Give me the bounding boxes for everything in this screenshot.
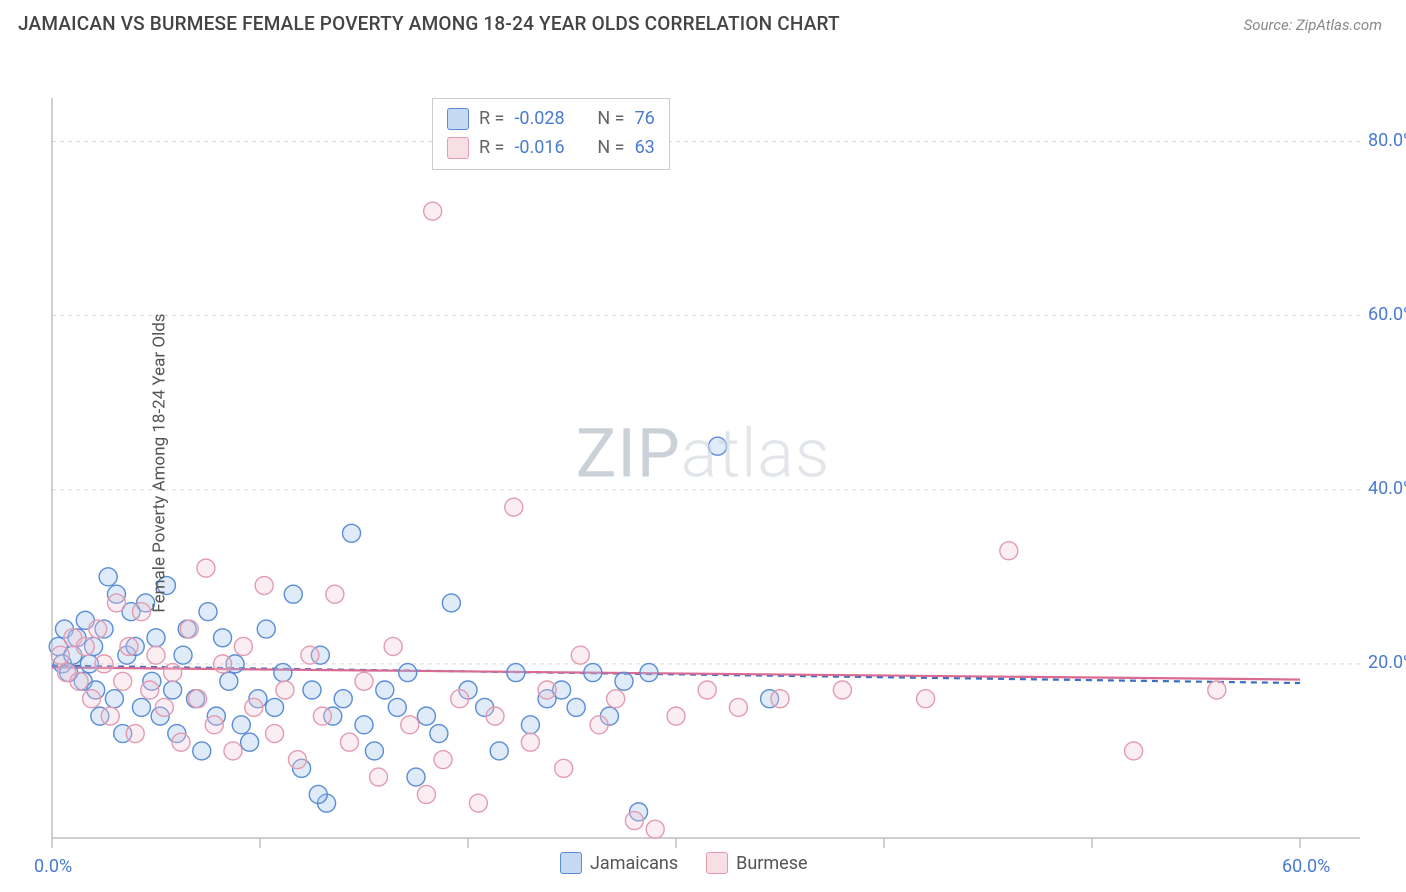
legend-correlation-row: R = -0.016 N = 63 xyxy=(447,134,655,163)
legend-r-value: -0.028 xyxy=(514,105,578,134)
legend-n-value: 76 xyxy=(635,105,655,134)
y-tick-label: 40.0% xyxy=(1368,478,1406,499)
source-label: Source: ZipAtlas.com xyxy=(1244,16,1382,34)
chart-header: JAMAICAN VS BURMESE FEMALE POVERTY AMONG… xyxy=(0,0,1406,43)
legend-series-item: Jamaicans xyxy=(560,852,678,874)
y-tick-label: 20.0% xyxy=(1368,652,1406,673)
y-tick-label: 60.0% xyxy=(1368,304,1406,325)
scatter-plot-svg xyxy=(0,43,1406,883)
chart-title: JAMAICAN VS BURMESE FEMALE POVERTY AMONG… xyxy=(18,12,840,35)
legend-n-value: 63 xyxy=(635,134,655,163)
legend-correlation-box: R = -0.028 N = 76 R = -0.016 N = 63 xyxy=(432,98,670,170)
y-tick-label: 80.0% xyxy=(1368,130,1406,151)
legend-series-item: Burmese xyxy=(706,852,807,874)
legend-swatch xyxy=(447,108,469,130)
legend-swatch xyxy=(560,852,582,874)
legend-swatch xyxy=(706,852,728,874)
legend-n-label: N = xyxy=(588,134,624,163)
legend-series-label: Jamaicans xyxy=(590,853,678,874)
chart-area: Female Poverty Among 18-24 Year Olds ZIP… xyxy=(0,43,1406,883)
x-tick-label: 60.0% xyxy=(1282,856,1330,877)
legend-correlation-row: R = -0.028 N = 76 xyxy=(447,105,655,134)
legend-r-label: R = xyxy=(479,134,504,163)
legend-r-label: R = xyxy=(479,105,504,134)
legend-r-value: -0.016 xyxy=(514,134,578,163)
y-axis-label: Female Poverty Among 18-24 Year Olds xyxy=(150,313,170,612)
x-tick-label: 0.0% xyxy=(34,856,72,877)
legend-swatch xyxy=(447,137,469,159)
legend-n-label: N = xyxy=(588,105,624,134)
legend-series-label: Burmese xyxy=(736,853,807,874)
legend-series: Jamaicans Burmese xyxy=(560,852,808,874)
